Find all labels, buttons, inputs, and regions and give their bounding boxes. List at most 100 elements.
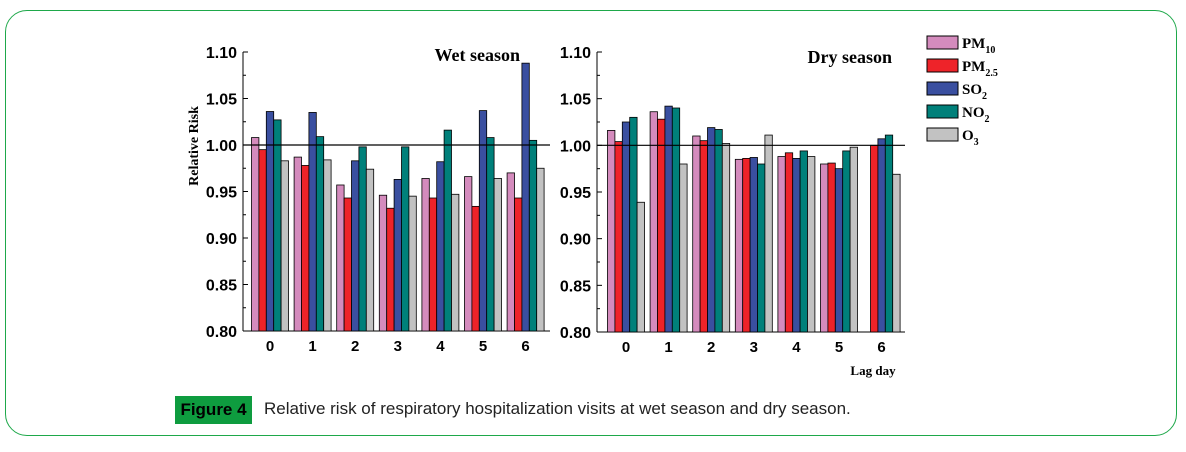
legend-label: SO2 (962, 82, 987, 102)
bar-o3-lag2 (365, 168, 375, 332)
bar-so2-lag6 (521, 62, 530, 332)
bar-no2-lag1 (315, 136, 325, 332)
y-tick-label: 1.10 (206, 45, 237, 62)
bar-pm10-lag3 (734, 158, 744, 333)
x-tick-label: 1 (308, 338, 316, 355)
bar-so2-lag6 (877, 138, 886, 333)
bar-pm10-lag5 (464, 176, 473, 332)
y-axis-label: Relative Risk (187, 106, 202, 186)
bar-o3-lag1 (323, 159, 332, 332)
x-tick-label: 4 (436, 338, 445, 355)
bar-o3-lag3 (764, 134, 773, 333)
bar-no2-lag2 (714, 129, 723, 333)
bar-pm10-lag2 (692, 135, 701, 333)
y-tick-label: 0.85 (560, 278, 591, 295)
bar-pm25-lag0 (258, 149, 267, 332)
y-tick-label: 0.95 (206, 185, 237, 202)
bar-no2-lag5 (486, 137, 495, 332)
bar-no2-lag2 (358, 146, 367, 332)
x-tick-label: 6 (521, 338, 529, 355)
bar-so2-lag3 (749, 157, 758, 333)
bar-pm25-lag3 (386, 207, 395, 332)
y-tick-label: 1.00 (560, 138, 591, 155)
x-tick-label: 0 (266, 338, 274, 355)
x-tick-label: 2 (351, 338, 359, 355)
bar-so2-lag1 (664, 105, 673, 333)
bar-o3-lag5 (849, 146, 858, 333)
bar-pm25-lag5 (471, 205, 480, 332)
panel-title: Wet season (435, 45, 521, 65)
y-tick-label: 0.90 (560, 232, 591, 249)
bar-so2-lag3 (393, 179, 402, 332)
bar-pm10-lag5 (820, 163, 829, 333)
y-tick-label: 0.95 (560, 185, 591, 202)
x-tick-label: 6 (877, 339, 885, 356)
bar-no2-lag3 (401, 146, 410, 332)
bar-no2-lag6 (528, 139, 538, 332)
figure-frame (5, 10, 1177, 436)
bar-o3-lag4 (451, 193, 460, 332)
legend-label: NO2 (962, 105, 990, 125)
bar-so2-lag0 (621, 121, 631, 333)
figure-caption: Relative risk of respiratory hospitaliza… (264, 399, 851, 418)
x-tick-label: 3 (750, 339, 758, 356)
x-tick-label: 1 (664, 339, 672, 356)
bar-so2-lag4 (792, 157, 801, 333)
bar-so2-lag5 (478, 110, 488, 332)
bar-no2-lag4 (799, 150, 808, 333)
bar-pm25-lag0 (614, 141, 623, 333)
legend-swatch (926, 127, 959, 142)
bar-no2-lag5 (842, 150, 851, 333)
legend-swatch (926, 58, 959, 73)
panel-title: Dry season (808, 47, 893, 67)
y-tick-label: 0.80 (560, 325, 591, 342)
bar-no2-lag4 (443, 129, 452, 332)
bar-so2-lag4 (436, 161, 445, 332)
y-tick-label: 1.05 (206, 92, 237, 109)
bar-pm25-lag1 (657, 118, 666, 333)
x-tick-label: 0 (622, 339, 630, 356)
bar-o3-lag6 (536, 167, 545, 332)
y-tick-label: 1.05 (560, 92, 591, 109)
bar-pm25-lag5 (827, 162, 836, 333)
bar-no2-lag3 (757, 163, 766, 333)
bar-pm10-lag1 (293, 156, 302, 332)
bar-no2-lag0 (273, 119, 282, 332)
y-tick-label: 0.80 (206, 324, 237, 341)
y-tick-label: 0.85 (206, 278, 237, 295)
bar-pm25-lag4 (428, 197, 438, 332)
y-tick-label: 1.00 (206, 138, 237, 155)
bar-o3-lag4 (807, 156, 816, 333)
bar-pm25-lag6 (514, 197, 523, 332)
bar-o3-lag0 (636, 201, 645, 333)
legend-swatch (926, 104, 959, 119)
bar-o3-lag2 (721, 143, 731, 333)
bar-pm25-lag1 (301, 165, 310, 332)
bar-pm10-lag6 (506, 172, 515, 332)
x-tick-label: 5 (835, 339, 843, 356)
bar-pm10-lag3 (378, 194, 388, 332)
bar-pm25-lag4 (784, 152, 794, 333)
figure-label: Figure 4 (175, 396, 252, 424)
bar-pm25-lag2 (343, 197, 352, 332)
x-axis-label: Lag day (850, 363, 896, 378)
legend-label: O3 (962, 128, 979, 148)
bar-pm25-lag6 (870, 144, 879, 333)
bar-so2-lag2 (351, 160, 360, 332)
x-tick-label: 3 (394, 338, 402, 355)
x-tick-label: 2 (707, 339, 715, 356)
bar-o3-lag3 (408, 195, 417, 332)
bar-pm10-lag0 (607, 129, 616, 333)
legend-swatch (926, 35, 959, 50)
bar-no2-lag1 (671, 107, 681, 333)
bar-pm10-lag4 (777, 156, 786, 333)
bar-pm25-lag3 (742, 157, 751, 333)
y-tick-label: 1.10 (560, 45, 591, 62)
bar-o3-lag6 (892, 173, 901, 333)
bar-o3-lag5 (493, 178, 502, 332)
bar-no2-lag0 (629, 116, 638, 333)
legend-label: PM10 (962, 36, 995, 56)
bar-o3-lag0 (280, 160, 289, 332)
bar-so2-lag5 (834, 168, 844, 333)
